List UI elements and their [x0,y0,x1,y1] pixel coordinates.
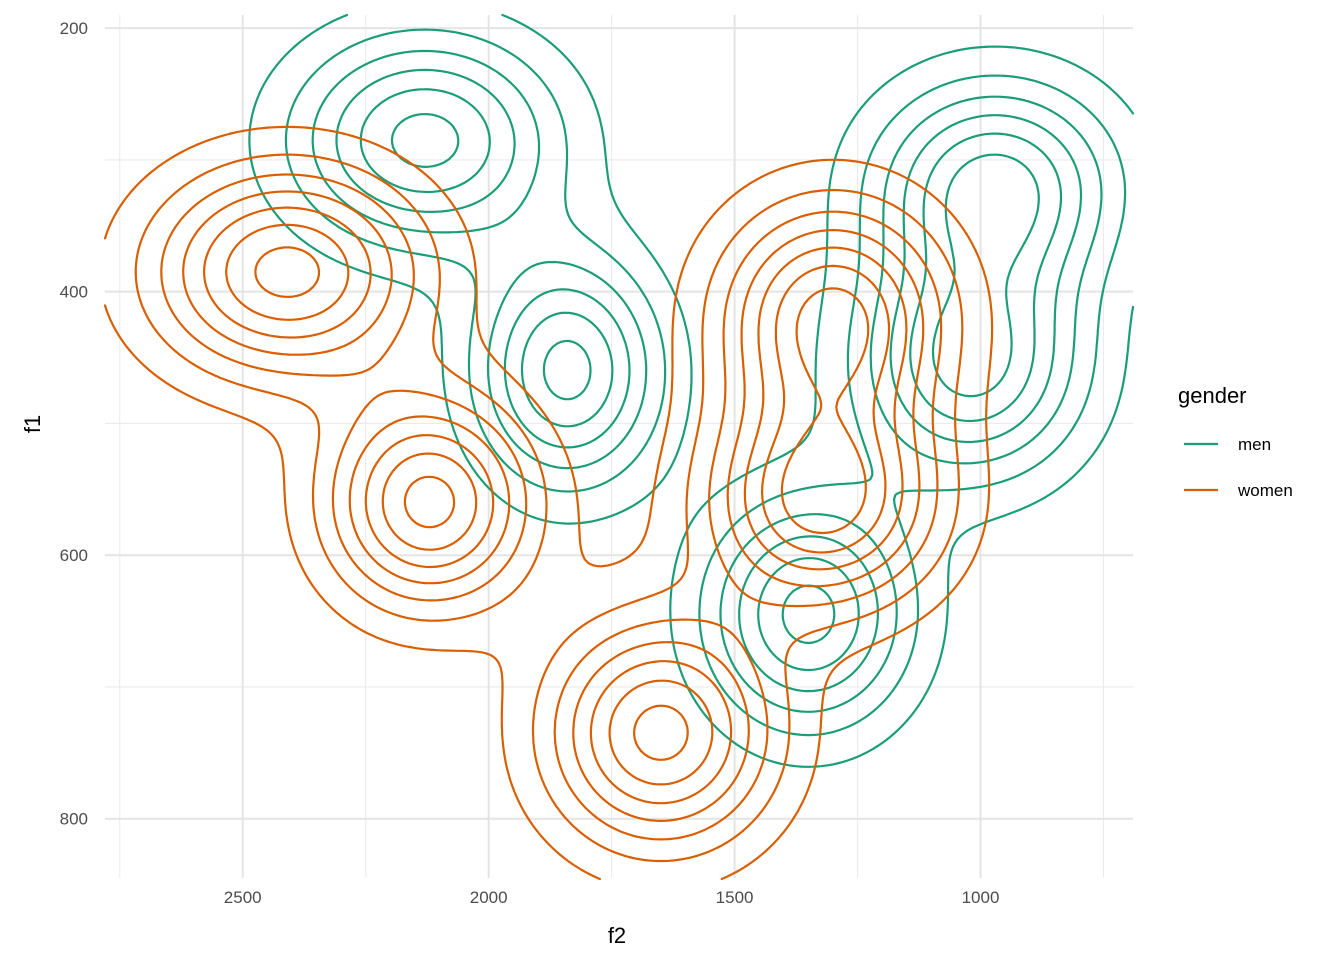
grid-major [105,15,1133,878]
contour-men-level-3 [311,49,1103,713]
contour-men-level-2 [284,28,1127,737]
y-axis-ticks: 200 400 600 800 [60,19,88,829]
x-tick-label-2500: 2500 [224,888,262,907]
contour-women-level-5 [203,206,908,805]
grid-minor [105,15,1133,878]
x-tick-label-1500: 1500 [716,888,754,907]
legend-label-men: men [1238,435,1271,454]
contour-men-level-4 [335,68,1083,693]
contour-men-level-6 [390,113,1040,645]
x-axis-ticks: 2500 2000 1500 1000 [224,888,1000,907]
contour-series-women [103,125,994,881]
x-axis-title: f2 [608,923,626,948]
contour-series-men [248,13,1135,768]
contour-women-level-7 [254,246,870,761]
density-contours [103,13,1135,881]
y-tick-label-800: 800 [60,810,88,829]
x-tick-label-1000: 1000 [962,888,1000,907]
contour-women-level-3 [160,173,943,841]
x-tick-label-2000: 2000 [470,888,508,907]
y-axis-title: f1 [20,415,45,433]
y-tick-label-200: 200 [60,19,88,38]
y-tick-label-400: 400 [60,283,88,302]
legend: gender men women [1178,383,1293,500]
contour-women-level-6 [225,223,891,786]
legend-title: gender [1178,383,1247,408]
contour-men-level-5 [359,88,1063,672]
contour-men-level-1 [248,13,1135,768]
contour-women-level-2 [134,153,964,863]
contour-women-level-4 [182,190,925,822]
legend-label-women: women [1237,481,1293,500]
contour-women-level-1 [103,125,994,881]
y-tick-label-600: 600 [60,546,88,565]
